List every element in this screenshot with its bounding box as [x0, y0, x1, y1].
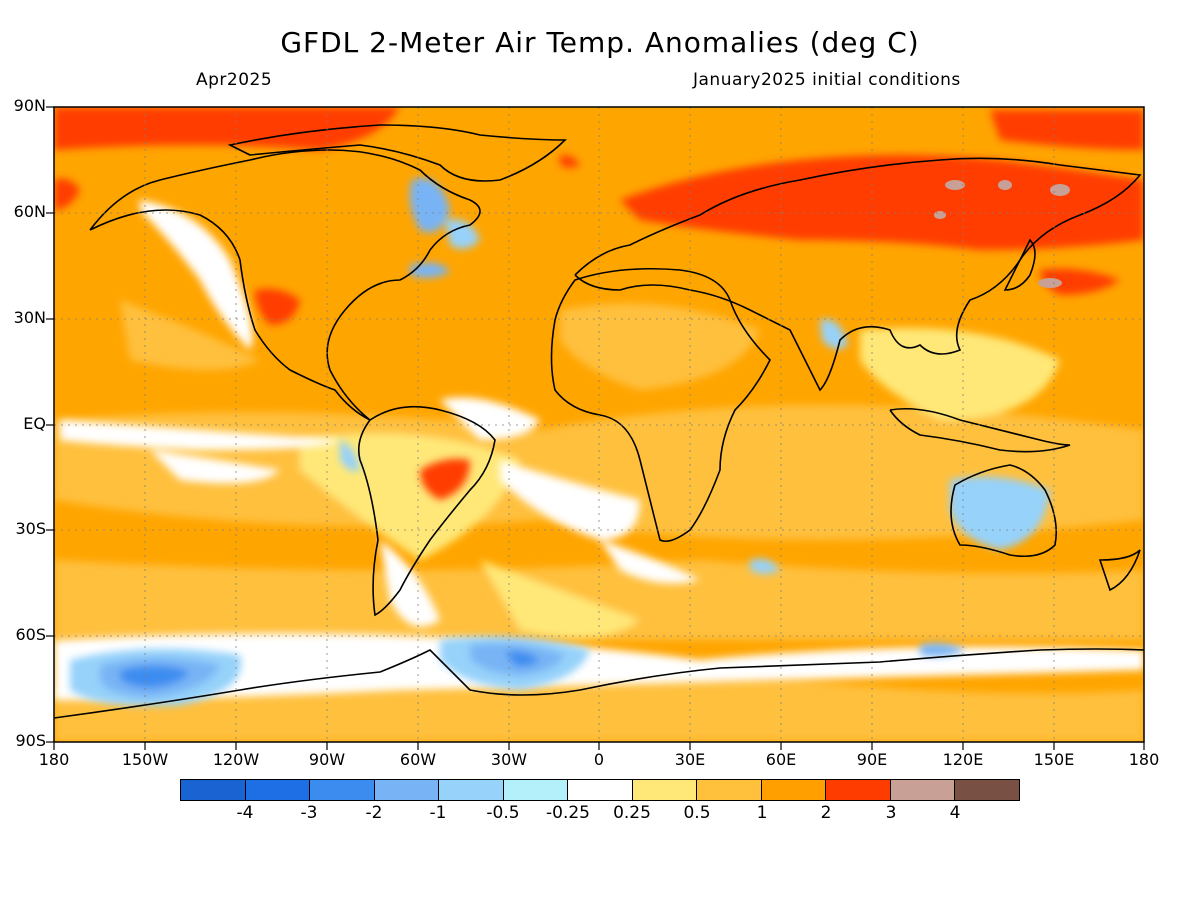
map-title: GFDL 2-Meter Air Temp. Anomalies (deg C): [280, 26, 920, 59]
graticule: [54, 107, 1144, 742]
legend-swatch: [955, 780, 1019, 800]
legend-label: 3: [885, 803, 897, 823]
lat-label-30s: 30S: [15, 519, 46, 538]
legend-label: 1: [756, 803, 768, 823]
legend-label: 4: [949, 803, 961, 823]
anomaly-field: [54, 107, 1144, 742]
lon-label-180e: 180: [1128, 750, 1160, 769]
legend-swatch: [632, 780, 698, 800]
legend-swatch: [890, 780, 956, 800]
lon-label-120w: 120W: [212, 750, 260, 769]
legend-swatch: [374, 780, 440, 800]
legend-label: 0.25: [613, 803, 651, 823]
lon-label-30w: 30W: [490, 750, 528, 769]
lat-label-90n: 90N: [13, 96, 46, 115]
lon-label-60e: 60E: [765, 750, 797, 769]
legend-label: 0.5: [683, 803, 711, 823]
legend-swatch: [826, 780, 891, 800]
lon-label-150w: 150W: [121, 750, 169, 769]
lat-label-60n: 60N: [13, 202, 46, 221]
lon-label-60w: 60W: [399, 750, 437, 769]
lon-label-90w: 90W: [308, 750, 346, 769]
legend-swatch: [503, 780, 569, 800]
color-legend: [180, 779, 1020, 801]
legend-label: 2: [820, 803, 832, 823]
legend-label: -0.25: [546, 803, 590, 823]
legend-swatch: [181, 780, 246, 800]
coastlines: [54, 124, 1144, 719]
lat-label-30n: 30N: [13, 308, 46, 327]
legend-swatch: [568, 780, 633, 800]
lon-label-120e: 120E: [942, 750, 984, 769]
legend-swatch: [245, 780, 311, 800]
lon-label-180w: 180: [38, 750, 70, 769]
legend-swatch: [761, 780, 827, 800]
legend-label: -1: [429, 803, 447, 823]
forecast-month: Apr2025: [196, 70, 273, 90]
initial-conditions: January2025 initial conditions: [693, 70, 961, 90]
legend-swatch: [697, 780, 762, 800]
legend-label: -4: [236, 803, 254, 823]
legend-swatch: [439, 780, 504, 800]
lon-label-30e: 30E: [674, 750, 706, 769]
lat-label-60s: 60S: [15, 625, 46, 644]
lat-label-90s: 90S: [15, 731, 46, 750]
lon-label-90e: 90E: [856, 750, 888, 769]
legend-label: -3: [300, 803, 318, 823]
legend-swatch: [310, 780, 375, 800]
lon-label-0: 0: [593, 750, 605, 769]
lat-label-eq: EQ: [23, 414, 46, 433]
legend-label: -2: [365, 803, 383, 823]
lon-label-150e: 150E: [1033, 750, 1075, 769]
legend-label: -0.5: [486, 803, 520, 823]
